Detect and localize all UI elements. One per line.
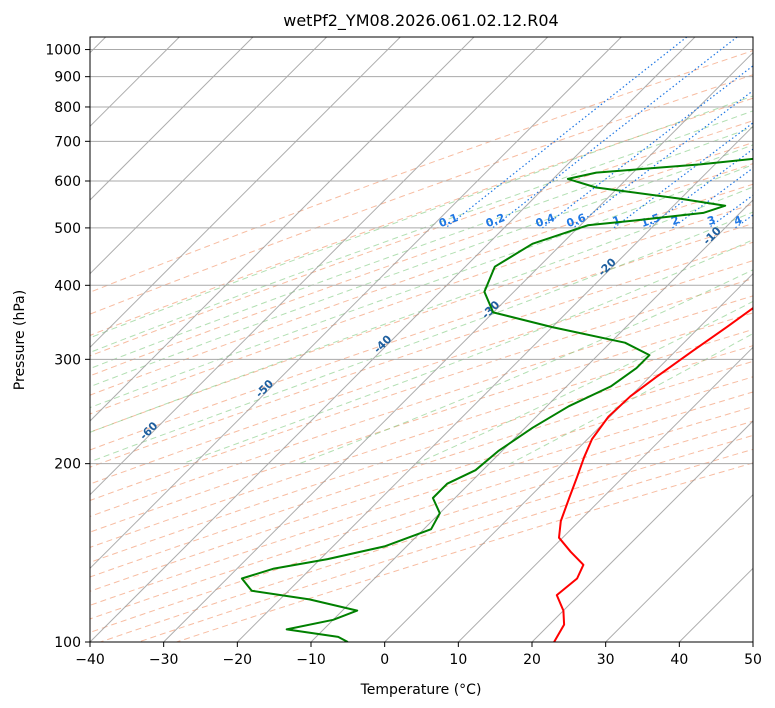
isotherm [90,37,401,349]
mixing-ratio-label: 0.2 [484,211,507,230]
mixing-ratio-label: 0.6 [565,211,588,230]
dry-adiabat [90,406,753,620]
moist-adiabat [90,110,753,353]
plot-frame [89,36,754,643]
isotherm [90,37,254,201]
dry-adiabat [90,50,753,293]
y-tick-label: 100 [54,635,81,651]
mixing-ratio-label: 0.1 [437,211,460,230]
dry-adiabat [90,278,753,501]
x-tick-label: 50 [744,652,762,668]
isotherm [90,37,696,642]
y-axis-label: Pressure (hPa) [12,290,28,390]
x-tick-label: −10 [296,652,326,668]
mixing-ratio-label: 1 [611,213,623,228]
dry-adiabat [90,360,753,578]
dry-adiabat [90,345,753,563]
dry-adiabat [90,203,753,433]
mixing-ratio-line [672,167,753,229]
dry-adiabat [90,328,753,548]
dry-adiabat [90,260,753,485]
x-tick-label: 0 [380,652,389,668]
mixing-ratio-label: 0.4 [534,211,557,230]
x-tick-label: −30 [149,652,179,668]
x-tick-label: −40 [75,652,105,668]
y-tick-label: 700 [54,134,81,150]
mixing-ratio-label: 2 [669,213,681,228]
isotherm [384,272,753,642]
x-tick-label: 20 [523,652,541,668]
mixing-ratio-label: 3 [706,213,718,228]
moist-adiabat [90,211,753,463]
mixing-ratio-label: 4 [732,213,744,228]
y-axis: 100 200 300 400 500 600 700 800 900 1000 [45,43,90,651]
mixing-ratio-line [572,89,753,229]
mixing-ratio-label: 1.5 [639,211,662,230]
moist-adiabat [415,300,753,465]
y-tick-label: 1000 [45,43,81,59]
isotherm [163,51,753,642]
x-tick-label: 10 [449,652,467,668]
mixing-ratio-line [542,65,753,229]
x-axis-label: Temperature (°C) [360,682,482,698]
isotherm [90,37,328,275]
dewpoint-line [240,157,753,642]
x-axis: −40 −30 −20 −10 0 10 20 30 40 50 [75,642,762,668]
y-tick-label: 800 [54,100,81,116]
y-tick-label: 400 [54,278,81,294]
plot-area: 0.10.20.40.611.52346810131620253036-100-… [90,37,753,642]
dry-adiabat [90,120,753,357]
isotherm [90,37,549,496]
y-tick-label: 600 [54,174,81,190]
chart-title: wetPf2_YM08.2026.061.02.12.R04 [283,11,558,31]
isotherm [457,346,753,642]
isotherm [90,37,622,570]
dry-adiabat [90,376,753,592]
x-tick-label: −20 [223,652,253,668]
y-tick-label: 500 [54,221,81,237]
dry-adiabat [90,241,753,468]
isotherm [236,125,753,642]
x-tick-label: 30 [597,652,615,668]
y-tick-label: 900 [54,70,81,86]
isotherm [90,37,475,422]
isotherm [531,420,753,642]
dry-adiabat [90,312,753,533]
dry-adiabat [90,222,753,451]
isotherm [605,493,753,642]
dry-adiabat [90,295,753,518]
y-tick-label: 200 [54,457,81,473]
x-tick-label: 40 [670,652,688,668]
dry-adiabat [90,391,753,606]
mixing-ratio-line [492,37,738,229]
temperature-line [553,306,753,642]
moist-adiabat [90,164,753,409]
y-tick-label: 300 [54,352,81,368]
